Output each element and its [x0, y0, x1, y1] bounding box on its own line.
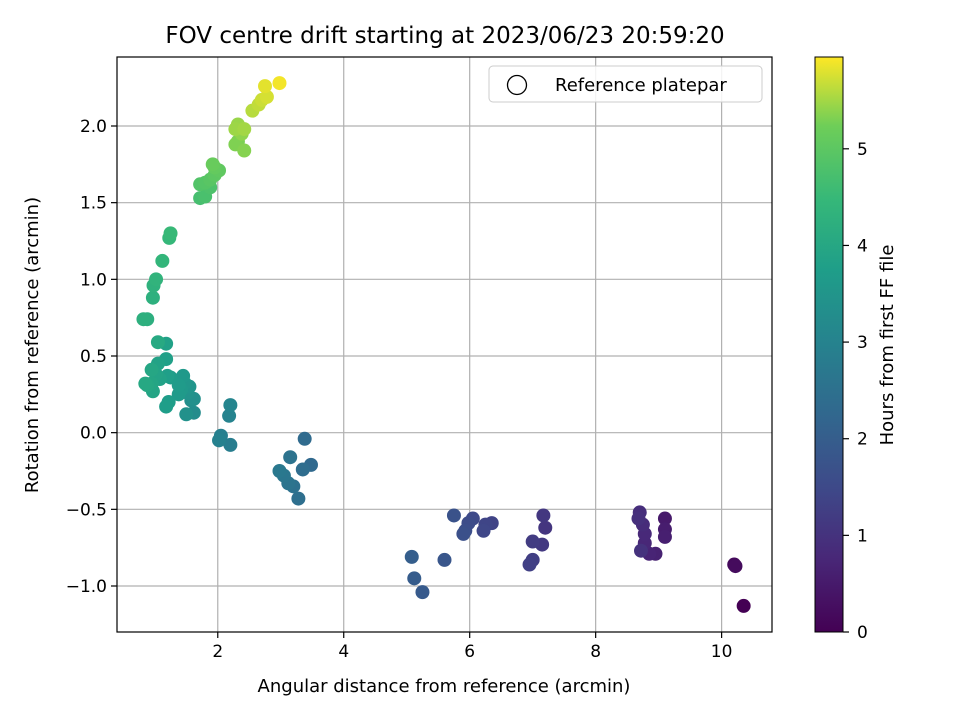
scatter-points	[136, 76, 751, 613]
y-tick-label: 0.0	[80, 424, 107, 444]
colorbar-tick-label: 3	[857, 333, 868, 353]
colorbar-ticks: 0 1 2 3 4 5	[843, 140, 868, 643]
y-tick-label: −1.0	[66, 577, 107, 597]
scatter-point	[538, 520, 553, 535]
scatter-point	[631, 511, 646, 526]
y-tick-label: 0.5	[80, 347, 107, 367]
x-tick-label: 8	[590, 642, 601, 662]
scatter-point	[456, 526, 471, 541]
colorbar-label: Hours from first FF file	[877, 245, 898, 446]
scatter-point	[404, 549, 419, 564]
scatter-point	[159, 399, 174, 414]
colorbar: 0 1 2 3 4 5 Hours from first FF file	[814, 56, 898, 643]
scatter-point	[283, 450, 298, 465]
x-tick-label: 10	[711, 642, 733, 662]
scatter-point	[149, 272, 164, 287]
scatter-point	[222, 408, 237, 423]
scatter-point	[295, 462, 310, 477]
colorbar-gradient	[814, 56, 844, 633]
scatter-point	[138, 376, 153, 391]
x-axis-ticks: 2 4 6 8 10	[212, 632, 732, 662]
chart-title: FOV centre drift starting at 2023/06/23 …	[165, 23, 724, 49]
colorbar-tick-label: 2	[857, 430, 868, 450]
scatter-point	[272, 464, 287, 478]
x-tick-label: 2	[212, 642, 223, 662]
colorbar-tick-label: 1	[857, 526, 868, 546]
y-tick-label: 2.0	[80, 117, 107, 137]
y-tick-label: 1.0	[80, 270, 107, 290]
colorbar-tick-label: 5	[857, 140, 868, 160]
scatter-point	[415, 585, 430, 600]
y-tick-label: 1.5	[80, 194, 107, 214]
scatter-point	[258, 79, 273, 94]
scatter-point	[272, 76, 287, 91]
scatter-point	[223, 398, 238, 413]
x-axis-label: Angular distance from reference (arcmin)	[258, 676, 631, 697]
scatter-point	[657, 511, 672, 526]
scatter-point	[522, 557, 537, 572]
legend-entry-label: Reference platepar	[555, 75, 727, 96]
scatter-point	[437, 552, 452, 567]
scatter-point	[223, 437, 238, 452]
scatter-point	[657, 529, 672, 544]
plot-frame	[116, 56, 773, 633]
y-axis-label: Rotation from reference (arcmin)	[22, 197, 43, 493]
scatter-point	[476, 523, 491, 538]
scatter-point	[291, 491, 306, 506]
scatter-point	[163, 226, 178, 241]
scatter-point	[136, 312, 151, 327]
scatter-point	[536, 508, 551, 523]
scatter-point	[525, 534, 540, 549]
scatter-point	[237, 122, 252, 137]
scatter-point	[297, 431, 312, 446]
scatter-point	[728, 559, 743, 574]
plot-area: 2 4 6 8 10 −1.0 −0.5 0.0 0.5 1.0 1.5 2.0	[66, 56, 773, 662]
scatter-point	[259, 89, 274, 104]
legend-box	[488, 65, 763, 103]
colorbar-tick-label: 0	[857, 623, 868, 643]
scatter-point	[205, 157, 220, 172]
legend: Reference platepar	[488, 65, 763, 103]
scatter-point	[736, 598, 751, 613]
y-tick-label: −0.5	[66, 500, 107, 520]
y-axis-ticks: −1.0 −0.5 0.0 0.5 1.0 1.5 2.0	[66, 117, 117, 597]
grid-lines	[117, 57, 772, 632]
scatter-point	[446, 508, 461, 523]
scatter-point	[144, 362, 159, 377]
x-tick-label: 4	[338, 642, 349, 662]
scatter-point	[145, 290, 160, 305]
scatter-point	[155, 253, 170, 268]
scatter-point	[237, 143, 252, 158]
scatter-point	[212, 433, 227, 448]
scatter-point	[634, 543, 648, 558]
x-tick-label: 6	[464, 642, 475, 662]
scatter-point	[150, 335, 165, 350]
legend-marker-open-circle	[506, 74, 528, 96]
scatter-point	[179, 407, 194, 422]
colorbar-tick-label: 4	[857, 236, 868, 256]
scatter-point	[407, 571, 422, 586]
